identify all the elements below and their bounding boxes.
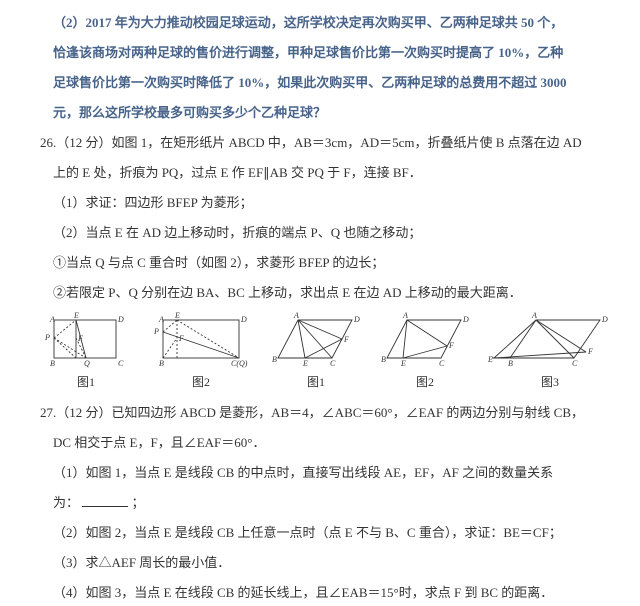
p27-part2: （2）如图 2，当点 E 是线段 CB 上任意一点时（点 E 不与 B、C 重合… [40,520,612,546]
svg-text:E: E [400,359,406,368]
figure-p27-1: A D B E C F 图1 [270,312,362,394]
p25-2-line3: 足球售价比第一次购买时降低了 10%，如果此次购买甲、乙两种足球的总费用不超过 … [40,70,612,96]
fig-caption-1b: 图1 [270,370,362,394]
p25-2-line1: （2）2017 年为大力推动校园足球运动，这所学校决定再次购买甲、乙两种足球共 … [40,10,612,36]
p26-part2: （2）当点 E 在 AD 边上移动时，折痕的端点 P、Q 也随之移动； [40,220,612,246]
svg-text:B: B [159,359,164,368]
svg-text:C: C [330,359,336,368]
p26-head: 26.（12 分）如图 1，在矩形纸片 ABCD 中，AB＝3cm，AD＝5cm… [40,130,612,156]
svg-text:A: A [402,312,408,320]
svg-text:A: A [49,315,55,324]
figure-p27-3: A D E B CF 图3 [488,312,612,394]
p27-part1b-suffix: ； [132,495,145,510]
svg-text:Q: Q [84,359,90,368]
p27-part1b-prefix: 为： [53,495,79,510]
svg-text:P: P [44,333,50,342]
svg-text:A: A [293,312,299,320]
figure-p27-2: A D B E CF 图2 [379,312,471,394]
p26-line2: 上的 E 处，折痕为 PQ，过点 E 作 EF∥AB 交 PQ 于 F，连接 B… [40,160,612,186]
p26-part2a: ①当点 Q 与点 C 重合时（如图 2），求菱形 BFEP 的边长； [40,250,612,276]
blank-answer [82,495,128,507]
fig-caption-1: 图1 [40,370,132,394]
svg-text:E: E [488,355,493,364]
p27-line2: DC 相交于点 E，F，且∠EAF＝60°． [40,430,612,456]
p25-2-line4: 元，那么这所学校最多可购买多少个乙种足球？ [40,100,612,126]
svg-text:B: B [508,359,513,368]
svg-text:E: E [174,312,180,320]
svg-text:B: B [50,359,55,368]
svg-text:C: C [118,359,124,368]
svg-text:F: F [587,347,593,356]
svg-text:C: C [439,359,445,368]
svg-text:D: D [353,315,360,324]
svg-text:D: D [462,315,469,324]
svg-text:D: D [240,315,247,324]
svg-text:A: A [158,315,164,324]
svg-text:F: F [77,334,83,343]
svg-text:C: C [572,359,578,368]
figure-p26-2: A E D P F B C(Q) 图2 [149,312,253,394]
svg-text:D: D [601,315,608,324]
figure-p26-1: A E D P F B Q C 图1 [40,312,132,394]
p27-part4: （4）如图 3，当点 E 在线段 CB 的延长线上，且∠EAB＝15°时，求点 … [40,580,612,606]
p26-part1: （1）求证：四边形 BFEP 为菱形； [40,190,612,216]
p27-head: 27.（12 分）已知四边形 ABCD 是菱形，AB＝4，∠ABC＝60°，∠E… [40,400,612,426]
svg-text:D: D [117,315,124,324]
svg-text:A: A [531,312,537,320]
svg-text:B: B [381,355,386,364]
p27-part1a: （1）如图 1，当点 E 是线段 CB 的中点时，直接写出线段 AE，EF，AF… [40,460,612,486]
p25-2-line2: 恰逢该商场对两种足球的售价进行调整，甲种足球售价比第一次购买时提高了 10%，乙… [40,40,612,66]
p26-part2b: ②若限定 P、Q 分别在边 BA、BC 上移动，求出点 E 在边 AD 上移动的… [40,280,612,306]
svg-text:F: F [448,341,454,350]
fig-caption-2: 图2 [149,370,253,394]
svg-text:E: E [302,359,308,368]
svg-text:F: F [343,335,349,344]
fig-caption-3b: 图3 [488,370,612,394]
figures-row: A E D P F B Q C 图1 A E D P F B C(Q) 图2 [40,312,612,394]
fig-caption-2b: 图2 [379,370,471,394]
p27-part1b: 为： ； [40,490,612,516]
svg-text:P: P [153,327,159,336]
svg-text:F: F [178,334,184,343]
svg-text:C(Q): C(Q) [231,359,248,368]
svg-text:E: E [73,312,79,320]
p27-part3: （3）求△AEF 周长的最小值． [40,550,612,576]
svg-text:B: B [272,355,277,364]
